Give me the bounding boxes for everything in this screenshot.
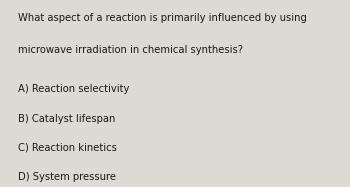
Text: What aspect of a reaction is primarily influenced by using: What aspect of a reaction is primarily i…	[18, 13, 306, 23]
Text: D) System pressure: D) System pressure	[18, 172, 116, 182]
Text: C) Reaction kinetics: C) Reaction kinetics	[18, 142, 116, 152]
Text: B) Catalyst lifespan: B) Catalyst lifespan	[18, 114, 115, 124]
Text: microwave irradiation in chemical synthesis?: microwave irradiation in chemical synthe…	[18, 45, 243, 55]
Text: A) Reaction selectivity: A) Reaction selectivity	[18, 84, 129, 94]
